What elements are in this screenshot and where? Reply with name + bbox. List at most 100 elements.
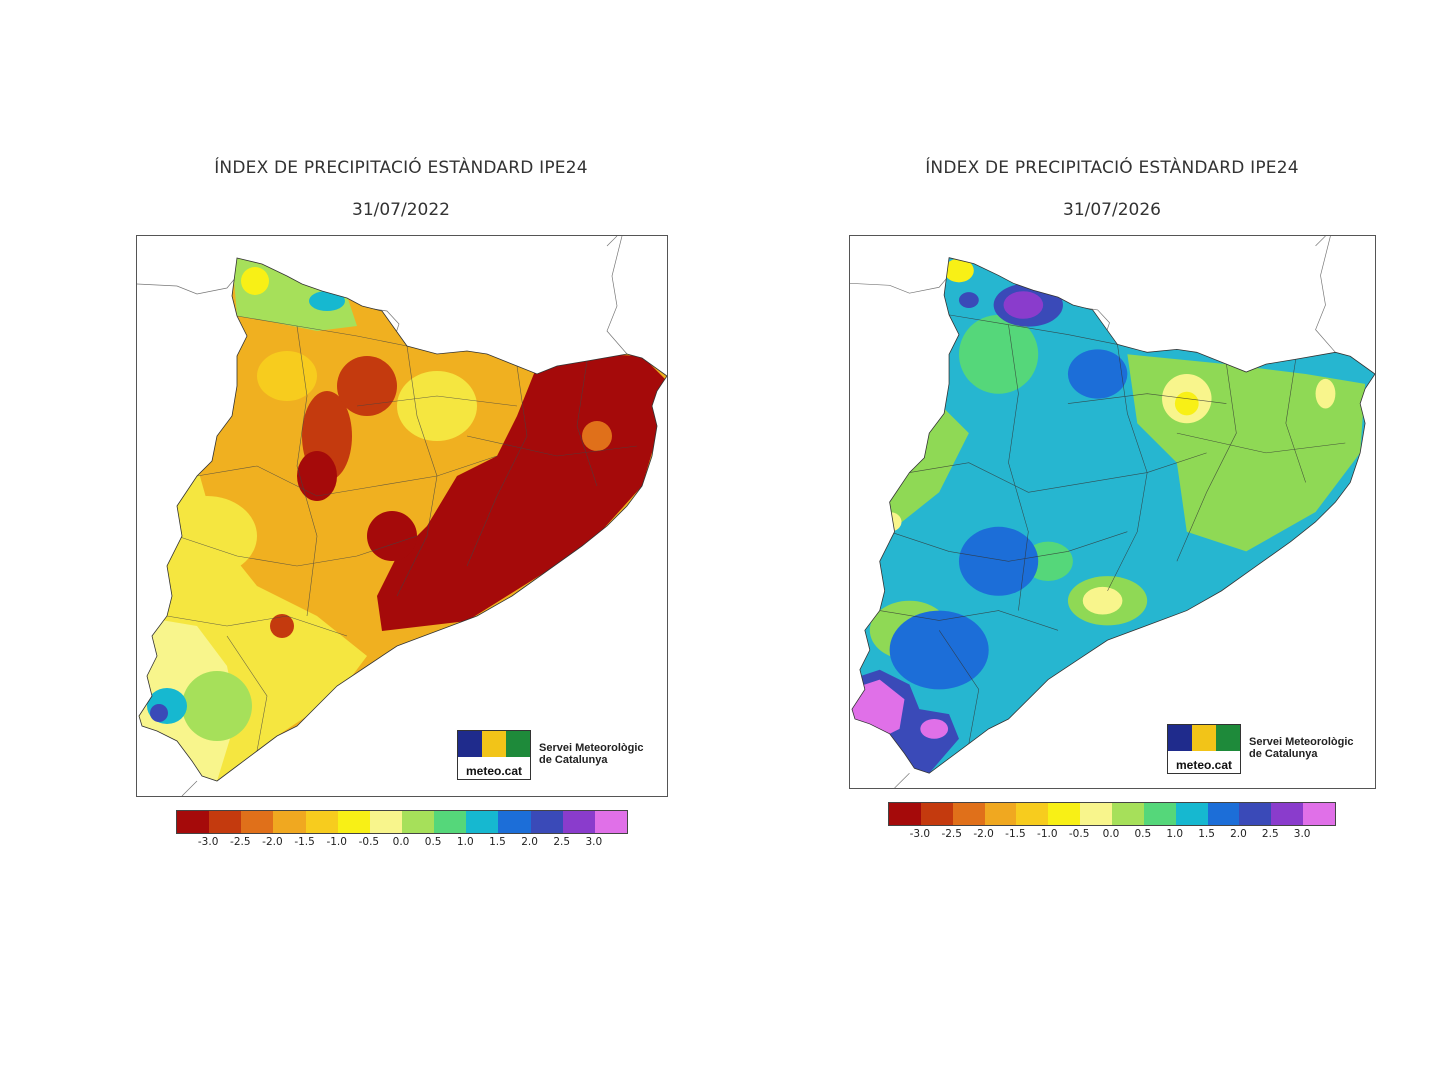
meteocat-logo: meteo.cat Servei Meteorològic de Catalun… bbox=[457, 730, 667, 782]
comarca-lines bbox=[166, 315, 638, 752]
legend-swatch bbox=[1271, 803, 1304, 825]
legend-colorbar bbox=[176, 810, 628, 834]
logo-strip bbox=[458, 731, 530, 757]
legend-swatch bbox=[273, 811, 306, 833]
region-fill bbox=[150, 704, 168, 722]
legend-tick-label: -1.0 bbox=[1037, 828, 1058, 840]
logo-box: meteo.cat bbox=[1167, 724, 1241, 774]
region-fill bbox=[1315, 378, 1336, 409]
legend-tick-label: -1.5 bbox=[294, 836, 315, 848]
map-title: ÍNDEX DE PRECIPITACIÓ ESTÀNDARD IPE24 bbox=[214, 158, 588, 178]
legend-tick-label: -2.0 bbox=[262, 836, 283, 848]
logo-stripe-sun bbox=[1192, 725, 1216, 751]
legend-swatch bbox=[177, 811, 210, 833]
border-line bbox=[181, 780, 198, 796]
legend-swatch bbox=[369, 811, 402, 833]
legend-tick-label: 0.5 bbox=[424, 836, 442, 848]
legend-tick-label: -0.5 bbox=[358, 836, 380, 848]
legend-swatch bbox=[920, 803, 953, 825]
legend-tick-label: 1.0 bbox=[456, 836, 474, 848]
catalonia-map-2026 bbox=[850, 236, 1375, 788]
coastline bbox=[851, 257, 1375, 774]
border-line bbox=[137, 275, 238, 295]
legend-tick-label: -2.5 bbox=[941, 828, 962, 840]
legend-tick-label: 1.5 bbox=[1198, 828, 1215, 840]
region-fill bbox=[397, 371, 477, 441]
region-fill bbox=[1003, 291, 1044, 319]
legend-tick-label: -1.0 bbox=[326, 836, 347, 848]
logo-stripe-blue bbox=[1168, 725, 1192, 751]
region-fill bbox=[257, 351, 317, 401]
legend-swatch bbox=[594, 811, 627, 833]
legend-tick-label: 0.5 bbox=[1134, 828, 1152, 840]
legend-swatch bbox=[1175, 803, 1208, 825]
logo-stripe-blue bbox=[458, 731, 482, 757]
logo-word: meteo.cat bbox=[1175, 758, 1233, 772]
legend-tick-label: 1.0 bbox=[1166, 828, 1184, 840]
legend-swatch bbox=[1303, 803, 1336, 825]
legend-tick-label: -1.5 bbox=[1005, 828, 1026, 840]
legend-swatch bbox=[952, 803, 985, 825]
legend-tick-label: 3.0 bbox=[1293, 828, 1311, 840]
border-line bbox=[850, 275, 950, 294]
legend-tick-label: -0.5 bbox=[1068, 828, 1090, 840]
logo-strip bbox=[1168, 725, 1240, 751]
catalonia-map-2022 bbox=[137, 236, 667, 796]
border-line bbox=[1315, 236, 1336, 353]
legend-swatch bbox=[466, 811, 499, 833]
legend-tick-label: 3.0 bbox=[585, 836, 603, 848]
region-fill bbox=[958, 314, 1039, 394]
region-fill bbox=[297, 451, 337, 501]
region-fill bbox=[877, 512, 902, 532]
legend-colorbar bbox=[888, 802, 1336, 826]
region-fill bbox=[1174, 391, 1199, 416]
map-frame: meteo.cat Servei Meteorològic de Catalun… bbox=[849, 235, 1376, 789]
legend-tick-label: 2.5 bbox=[553, 836, 571, 848]
map-title: ÍNDEX DE PRECIPITACIÓ ESTÀNDARD IPE24 bbox=[925, 158, 1299, 178]
legend-tick-label: 1.5 bbox=[489, 836, 506, 848]
logo-org-line1: Servei Meteorològic bbox=[539, 742, 644, 754]
border-line bbox=[894, 772, 910, 788]
legend-swatch bbox=[1016, 803, 1049, 825]
legend-swatch bbox=[1112, 803, 1144, 825]
region-fill bbox=[182, 671, 252, 741]
region-fill bbox=[157, 496, 257, 576]
map-date: 31/07/2022 bbox=[352, 200, 450, 220]
region-fill bbox=[337, 356, 397, 416]
legend-swatch bbox=[984, 803, 1017, 825]
legend-swatch bbox=[498, 811, 531, 833]
legend-tick-label: 2.0 bbox=[521, 836, 538, 848]
region-fill bbox=[309, 291, 345, 311]
legend-swatch bbox=[209, 811, 242, 833]
region-fill bbox=[270, 614, 294, 638]
legend-tick-label: 0.0 bbox=[392, 836, 410, 848]
region-fill bbox=[920, 719, 949, 739]
legend-tick-label: -2.5 bbox=[230, 836, 251, 848]
coastline bbox=[138, 257, 667, 782]
logo-org-line2: de Catalunya bbox=[539, 754, 608, 766]
map-date: 31/07/2026 bbox=[1063, 200, 1161, 220]
legend-swatch bbox=[241, 811, 274, 833]
legend-swatch bbox=[434, 811, 467, 833]
legend-tick-label: -3.0 bbox=[197, 836, 219, 848]
legend-swatch bbox=[562, 811, 595, 833]
region-fill bbox=[944, 258, 974, 283]
legend-swatch bbox=[305, 811, 338, 833]
legend-ticks: -3.0 -2.5 -2.0 -1.5 -1.0 -0.5 0.0 0.5 1.0 1.5 2.0 2… bbox=[176, 836, 626, 850]
logo-box: meteo.cat bbox=[457, 730, 531, 780]
legend-swatch bbox=[1239, 803, 1272, 825]
legend-tick-label: 2.0 bbox=[1230, 828, 1247, 840]
region-fill bbox=[1082, 586, 1123, 615]
logo-stripe-sun bbox=[482, 731, 506, 757]
region-fill bbox=[582, 421, 612, 451]
logo-stripe-green bbox=[506, 731, 530, 757]
legend-tick-label: 2.5 bbox=[1261, 828, 1279, 840]
legend-swatch bbox=[401, 811, 435, 833]
map-frame: meteo.cat Servei Meteorològic de Catalun… bbox=[136, 235, 668, 797]
region-fill bbox=[889, 610, 989, 690]
legend-swatch bbox=[337, 811, 370, 833]
legend-tick-label: 0.0 bbox=[1102, 828, 1120, 840]
region-fill bbox=[1067, 349, 1128, 399]
map-panel-2022: ÍNDEX DE PRECIPITACIÓ ESTÀNDARD IPE24 31… bbox=[136, 158, 668, 850]
